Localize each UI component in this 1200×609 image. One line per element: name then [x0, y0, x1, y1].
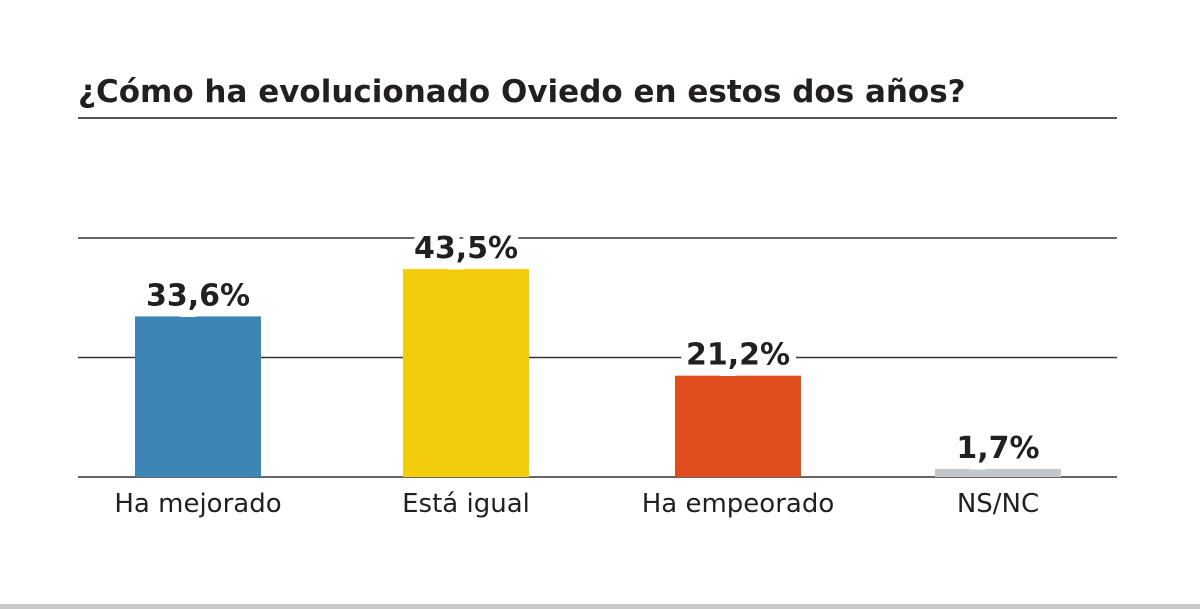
category-label: Está igual	[402, 489, 530, 519]
chart-title: ¿Cómo ha evolucionado Oviedo en estos do…	[78, 74, 966, 110]
bar-1	[403, 269, 529, 477]
bar-3	[935, 468, 1061, 477]
data-label: 1,7%	[956, 431, 1039, 466]
title-divider	[78, 117, 1117, 119]
category-label: Ha empeorado	[642, 489, 835, 519]
data-label: 33,6%	[146, 278, 250, 313]
data-label: 21,2%	[686, 338, 790, 373]
category-label: Ha mejorado	[114, 489, 281, 519]
bar-0	[135, 316, 261, 477]
data-label: 43,5%	[414, 231, 518, 266]
bar-2	[675, 375, 801, 477]
category-label: NS/NC	[957, 489, 1039, 519]
bottom-divider	[0, 604, 1200, 609]
